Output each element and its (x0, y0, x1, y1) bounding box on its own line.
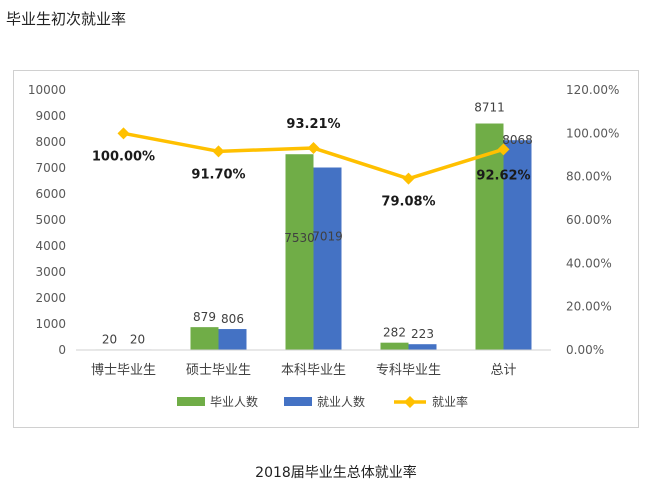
employment-chart: 0 1000 2000 3000 4000 5000 6000 7000 8000 9000 100… (28, 83, 620, 409)
x-tick-label: 博士毕业生 (91, 363, 156, 378)
chart-caption: 2018届毕业生总体就业率 (255, 465, 417, 481)
bar-value-label: 8068 (502, 133, 533, 147)
y-left-tick-label: 9000 (35, 109, 66, 123)
bar-value-label: 7530 (284, 231, 315, 245)
bar (285, 154, 314, 350)
legend-swatch (284, 397, 312, 406)
bar (503, 140, 532, 350)
chart-frame: 0 1000 2000 3000 4000 5000 6000 7000 8000 9000 100… (13, 70, 639, 428)
legend-label: 就业人数 (317, 394, 365, 409)
bar (475, 123, 504, 350)
bar-value-label: 879 (193, 310, 216, 324)
bar (408, 344, 437, 350)
y-left-tick-label: 0 (58, 343, 66, 357)
bar-value-label: 7019 (312, 230, 343, 244)
legend-swatch (177, 397, 205, 406)
y-right-tick-label: 0.00% (566, 343, 604, 357)
y-left-tick-label: 10000 (28, 83, 66, 97)
y-right-tick-label: 60.00% (566, 213, 612, 227)
y-right-tick-label: 100.00% (566, 126, 619, 140)
employment-rate-point (307, 142, 320, 155)
employment-rate-point (402, 172, 415, 185)
bar-value-label: 806 (221, 312, 244, 326)
bar-value-label: 8711 (474, 101, 505, 115)
y-left-tick-label: 6000 (35, 187, 66, 201)
y-left-tick-label: 8000 (35, 135, 66, 149)
y-left-tick-label: 5000 (35, 213, 66, 227)
rate-value-label: 92.62% (476, 168, 530, 183)
y-left-tick-label: 3000 (35, 265, 66, 279)
rate-value-label: 100.00% (92, 149, 155, 164)
page-heading: 毕业生初次就业率 (6, 10, 127, 28)
bar (380, 342, 409, 350)
legend-label: 就业率 (432, 394, 468, 409)
bar (218, 329, 247, 350)
bar-value-label: 282 (383, 326, 406, 340)
rate-value-label: 93.21% (286, 117, 340, 132)
y-left-tick-label: 4000 (35, 239, 66, 253)
bar-value-label: 20 (130, 332, 145, 346)
employment-rate-point (212, 145, 225, 158)
y-right-tick-label: 120.00% (566, 83, 619, 97)
x-tick-label: 本科毕业生 (281, 363, 346, 378)
y-right-tick-label: 20.00% (566, 300, 612, 314)
rate-value-label: 91.70% (191, 167, 245, 182)
x-tick-label: 专科毕业生 (376, 363, 441, 378)
y-left-tick-label: 2000 (35, 291, 66, 305)
legend-marker (404, 396, 416, 408)
legend-label: 毕业人数 (210, 394, 258, 409)
y-left-tick-label: 7000 (35, 161, 66, 175)
bar-value-label: 223 (411, 327, 434, 341)
employment-rate-point (117, 127, 130, 140)
bar (313, 167, 342, 350)
y-right-tick-label: 80.00% (566, 170, 612, 184)
y-right-tick-label: 40.00% (566, 256, 612, 270)
x-tick-label: 总计 (490, 363, 516, 378)
x-tick-label: 硕士毕业生 (186, 363, 251, 378)
bar-value-label: 20 (102, 332, 117, 346)
bar (190, 327, 219, 350)
employment-rate-point (497, 143, 510, 156)
rate-value-label: 79.08% (381, 195, 435, 210)
y-left-tick-label: 1000 (35, 317, 66, 331)
